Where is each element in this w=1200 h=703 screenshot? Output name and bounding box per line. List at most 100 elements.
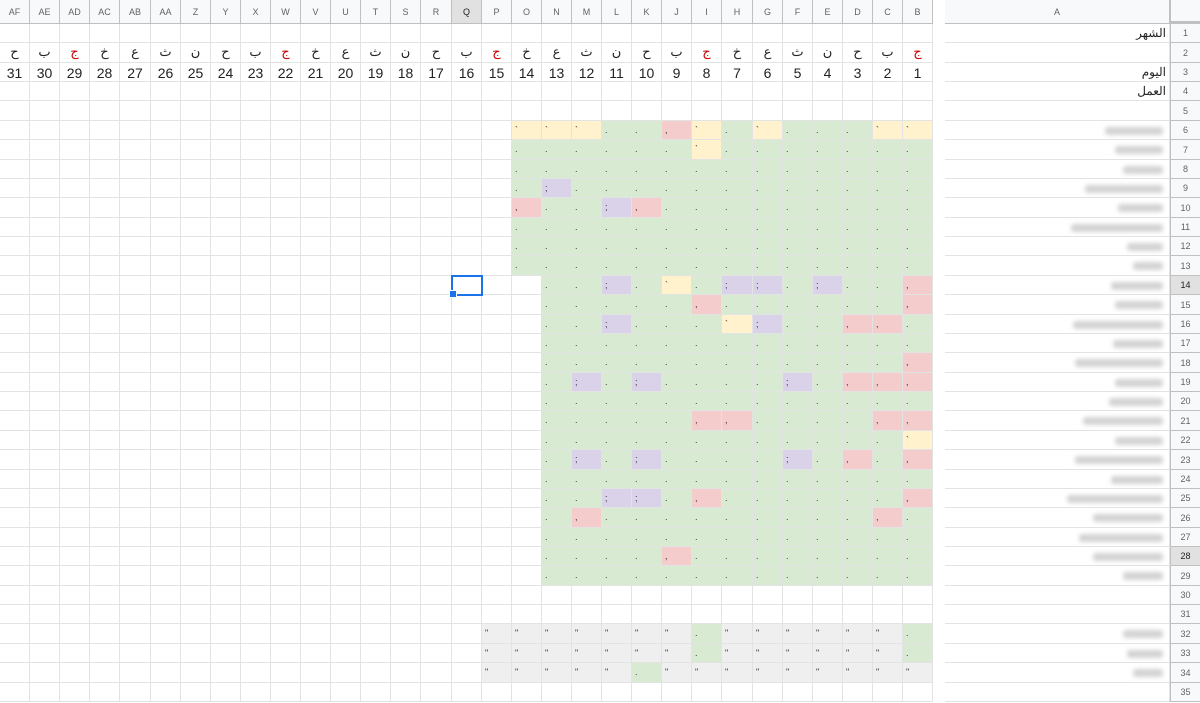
cell[interactable] [331, 334, 361, 353]
cell[interactable] [482, 198, 512, 218]
cell[interactable] [331, 237, 361, 256]
summary-cell[interactable]: " [753, 624, 783, 644]
schedule-cell[interactable]: , [662, 121, 692, 140]
cell[interactable] [542, 101, 572, 121]
schedule-cell[interactable]: . [692, 431, 722, 450]
cell[interactable] [482, 82, 512, 101]
cell[interactable] [211, 411, 241, 431]
cell[interactable] [391, 566, 421, 586]
schedule-cell[interactable]: . [662, 566, 692, 586]
schedule-cell[interactable]: . [843, 508, 873, 528]
cell[interactable] [90, 373, 120, 392]
summary-cell[interactable]: " [602, 644, 632, 663]
cell[interactable] [632, 683, 662, 702]
schedule-cell[interactable]: . [903, 547, 933, 566]
cell[interactable] [151, 663, 181, 683]
cell[interactable] [945, 334, 1170, 353]
cell[interactable] [301, 470, 331, 489]
summary-cell[interactable]: " [542, 663, 572, 683]
cell[interactable] [482, 508, 512, 528]
schedule-cell[interactable]: , [903, 353, 933, 373]
schedule-cell[interactable]: . [873, 489, 903, 508]
cell[interactable] [331, 140, 361, 160]
cell[interactable] [421, 489, 452, 508]
cell[interactable] [90, 140, 120, 160]
cell[interactable] [512, 392, 542, 411]
cell[interactable] [241, 315, 271, 334]
cell[interactable] [421, 353, 452, 373]
cell[interactable] [361, 566, 391, 586]
cell[interactable] [945, 644, 1170, 663]
cell[interactable] [60, 160, 90, 179]
schedule-cell[interactable]: . [813, 198, 843, 218]
cell[interactable] [331, 256, 361, 276]
cell[interactable] [361, 547, 391, 566]
schedule-cell[interactable]: . [843, 276, 873, 295]
cell[interactable] [60, 121, 90, 140]
cell[interactable] [391, 644, 421, 663]
cell[interactable] [211, 431, 241, 450]
cell[interactable] [945, 450, 1170, 470]
schedule-cell[interactable]: . [722, 373, 753, 392]
schedule-cell[interactable]: . [903, 179, 933, 198]
schedule-cell[interactable]: . [632, 547, 662, 566]
cell[interactable] [241, 450, 271, 470]
cell[interactable] [30, 237, 60, 256]
cell[interactable] [945, 218, 1170, 237]
cell[interactable] [482, 392, 512, 411]
schedule-cell[interactable]: , [873, 411, 903, 431]
cell[interactable] [120, 121, 151, 140]
cell[interactable] [391, 198, 421, 218]
cell[interactable] [181, 82, 211, 101]
schedule-cell[interactable]: . [692, 508, 722, 528]
schedule-cell[interactable]: . [753, 508, 783, 528]
cell[interactable] [0, 566, 30, 586]
cell[interactable] [271, 334, 301, 353]
cell[interactable] [241, 218, 271, 237]
cell[interactable] [301, 295, 331, 315]
cell[interactable] [421, 198, 452, 218]
cell[interactable] [60, 586, 90, 605]
cell[interactable] [361, 295, 391, 315]
cell[interactable] [753, 24, 783, 43]
cell[interactable] [301, 101, 331, 121]
cell[interactable] [211, 566, 241, 586]
cell[interactable] [361, 218, 391, 237]
schedule-cell[interactable]: . [662, 392, 692, 411]
cell[interactable] [602, 101, 632, 121]
cell[interactable] [421, 160, 452, 179]
cell[interactable] [361, 624, 391, 644]
cell[interactable] [181, 411, 211, 431]
cell[interactable] [211, 489, 241, 508]
schedule-cell[interactable]: . [783, 179, 813, 198]
cell[interactable] [512, 276, 542, 295]
cell[interactable] [271, 624, 301, 644]
cell[interactable] [361, 315, 391, 334]
cell[interactable] [421, 295, 452, 315]
cell[interactable] [301, 431, 331, 450]
schedule-cell[interactable]: . [783, 237, 813, 256]
cell[interactable] [0, 24, 30, 43]
row-header[interactable]: 9 [1170, 179, 1200, 198]
cell[interactable] [90, 256, 120, 276]
schedule-cell[interactable]: . [783, 431, 813, 450]
row-header[interactable]: 18 [1170, 353, 1200, 373]
cell[interactable] [181, 276, 211, 295]
summary-cell[interactable]: " [572, 624, 602, 644]
cell[interactable] [211, 295, 241, 315]
schedule-cell[interactable]: . [873, 547, 903, 566]
schedule-cell[interactable]: . [572, 431, 602, 450]
schedule-cell[interactable]: . [873, 528, 903, 547]
schedule-cell[interactable]: . [903, 237, 933, 256]
schedule-cell[interactable]: . [813, 160, 843, 179]
column-header[interactable]: H [722, 0, 753, 24]
row-header[interactable]: 35 [1170, 683, 1200, 702]
schedule-cell[interactable]: . [783, 198, 813, 218]
cell[interactable] [120, 101, 151, 121]
cell[interactable] [482, 373, 512, 392]
cell[interactable] [90, 334, 120, 353]
cell[interactable] [30, 256, 60, 276]
cell[interactable] [602, 683, 632, 702]
cell[interactable] [211, 586, 241, 605]
